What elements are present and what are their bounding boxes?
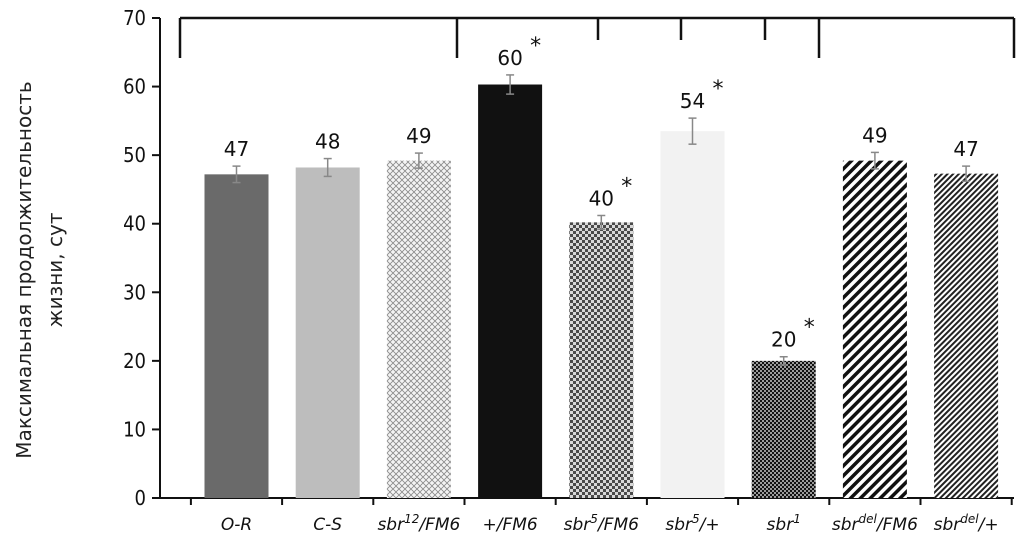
category-label: sbr1 [767, 512, 801, 535]
value-label: 47 [224, 137, 249, 161]
bar [295, 167, 360, 498]
y-axis-label-line2: жизни, сут [43, 212, 67, 327]
value-label: 60 [497, 46, 522, 70]
y-tick-label: 30 [123, 280, 146, 304]
y-tick-label: 40 [123, 212, 146, 236]
significance-bracket [178, 16, 1016, 58]
bar [934, 173, 999, 498]
category-label: sbrdel/FM6 [832, 512, 918, 535]
bar [751, 360, 816, 498]
category-label: sbr5/FM6 [564, 512, 639, 535]
category-label: O-R [221, 515, 252, 535]
y-tick-label: 10 [123, 417, 146, 441]
bar [569, 222, 634, 499]
significance-star: * [621, 174, 632, 199]
bar [478, 84, 543, 498]
category-label: C-S [313, 515, 342, 535]
y-tick-label: 60 [123, 75, 146, 99]
value-label: 48 [315, 130, 340, 154]
bar [842, 160, 907, 498]
significance-star: * [713, 77, 724, 102]
data-labels: 47 48 49 60 * 40 * 54 * 20 * 49 47 [224, 34, 979, 352]
bar [660, 131, 725, 498]
value-label: 49 [862, 123, 887, 147]
category-label: sbr12/FM6 [377, 512, 460, 535]
y-tick-label: 20 [123, 349, 146, 373]
y-tick-label: 50 [123, 143, 146, 167]
y-tick-label: 0 [135, 486, 146, 510]
bar [204, 174, 269, 499]
y-axis-label-line1: Максимальная продолжительность [12, 81, 36, 458]
bar [386, 160, 451, 498]
category-label: sbrdel/+ [934, 512, 999, 535]
y-tick-label: 70 [123, 6, 146, 30]
category-label: +/FM6 [482, 515, 537, 535]
value-label: 47 [953, 137, 978, 161]
value-label: 54 [680, 89, 705, 113]
bars [204, 74, 999, 499]
value-label: 40 [589, 186, 614, 210]
category-labels: O-R C-S sbr12/FM6 +/FM6 sbr5/FM6 sbr5/+ sbr1 sb… [221, 512, 999, 535]
category-label: sbr5/+ [665, 512, 719, 535]
significance-star: * [804, 316, 815, 341]
value-label: 20 [771, 328, 796, 352]
significance-star: * [530, 34, 541, 59]
value-label: 49 [406, 124, 431, 148]
